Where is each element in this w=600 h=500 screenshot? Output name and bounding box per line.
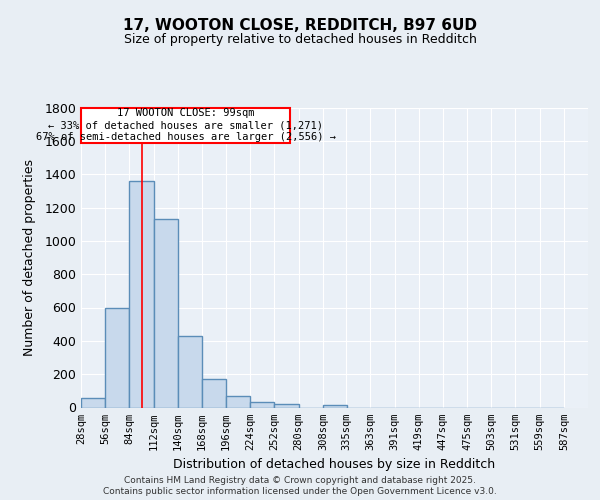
Y-axis label: Number of detached properties: Number of detached properties xyxy=(23,159,36,356)
Bar xyxy=(202,379,226,408)
Bar xyxy=(274,404,299,407)
Text: 17 WOOTON CLOSE: 99sqm
← 33% of detached houses are smaller (1,271)
67% of semi-: 17 WOOTON CLOSE: 99sqm ← 33% of detached… xyxy=(35,108,335,142)
Text: 17, WOOTON CLOSE, REDDITCH, B97 6UD: 17, WOOTON CLOSE, REDDITCH, B97 6UD xyxy=(123,18,477,32)
Bar xyxy=(130,181,154,408)
Bar xyxy=(250,402,274,407)
X-axis label: Distribution of detached houses by size in Redditch: Distribution of detached houses by size … xyxy=(173,458,496,471)
Bar xyxy=(226,396,250,407)
Bar xyxy=(154,219,178,408)
Text: Size of property relative to detached houses in Redditch: Size of property relative to detached ho… xyxy=(124,32,476,46)
Text: Contains public sector information licensed under the Open Government Licence v3: Contains public sector information licen… xyxy=(103,488,497,496)
Bar xyxy=(81,398,105,407)
Bar xyxy=(105,308,130,408)
FancyBboxPatch shape xyxy=(81,108,290,142)
Bar xyxy=(178,336,202,407)
Bar xyxy=(323,405,347,407)
Text: Contains HM Land Registry data © Crown copyright and database right 2025.: Contains HM Land Registry data © Crown c… xyxy=(124,476,476,485)
